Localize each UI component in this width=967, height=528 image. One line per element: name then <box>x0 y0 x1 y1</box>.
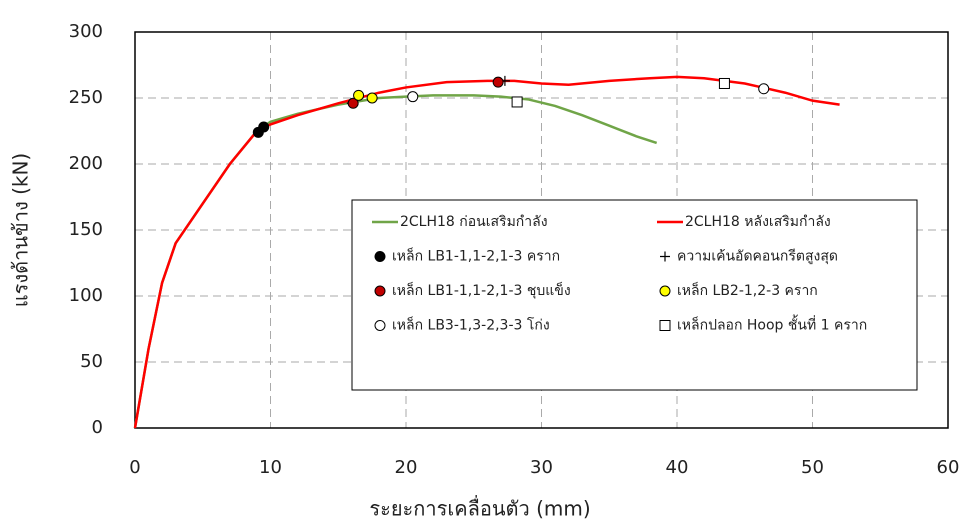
legend-box <box>351 199 918 391</box>
y-tick-label: 300 <box>69 21 103 42</box>
plot-frame <box>134 31 949 429</box>
x-tick-label: 40 <box>666 457 689 478</box>
data-point <box>407 91 419 103</box>
y-tick-label: 0 <box>92 417 103 438</box>
y-tick-label: 250 <box>69 87 103 108</box>
legend-label: เหล็ก LB1-1,1-2,1-3 คราก <box>392 247 560 265</box>
y-tick-label: 50 <box>80 351 103 372</box>
x-tick-label: 60 <box>937 457 960 478</box>
y-tick-label: 100 <box>69 285 103 306</box>
legend-label: 2CLH18 หลังเสริมกำลัง <box>685 214 831 230</box>
x-tick-label: 20 <box>395 457 418 478</box>
data-point <box>511 96 523 108</box>
legend-swatch <box>374 251 386 262</box>
data-point <box>718 77 730 89</box>
legend-label: เหล็กปลอก Hoop ชั้นที่ 1 คราก <box>677 315 867 334</box>
legend-swatch <box>374 320 386 331</box>
data-point <box>492 76 504 88</box>
y-tick-label: 150 <box>69 219 103 240</box>
x-axis-label: ระยะการเคลื่อนตัว (mm) <box>369 495 590 521</box>
legend-swatch <box>660 251 670 262</box>
data-point <box>347 97 359 109</box>
legend-label: เหล็ก LB1-1,1-2,1-3 ชุบแข็ง <box>392 281 571 299</box>
legend-label: ความเค้นอัดคอนกรีตสูงสุด <box>677 249 838 265</box>
legend-swatch <box>374 285 386 297</box>
legend-swatch <box>659 285 671 297</box>
y-tick-label: 200 <box>69 153 103 174</box>
data-point <box>758 83 770 95</box>
series-line <box>133 75 840 429</box>
data-point <box>353 89 365 101</box>
data-point <box>366 92 378 104</box>
legend-label: เหล็ก LB2-1,2-3 คราก <box>677 281 818 299</box>
data-point <box>258 121 270 133</box>
x-tick-label: 50 <box>801 457 824 478</box>
x-tick-label: 0 <box>129 457 140 478</box>
y-axis-label: แรงด้านข้าง (kN) <box>9 153 33 307</box>
legend-label: 2CLH18 ก่อนเสริมกำลัง <box>400 214 548 230</box>
legend-swatch <box>659 320 671 331</box>
legend-label: เหล็ก LB3-1,3-2,3-3 โก่ง <box>392 316 550 334</box>
x-tick-label: 30 <box>530 457 553 478</box>
x-tick-label: 10 <box>259 457 282 478</box>
